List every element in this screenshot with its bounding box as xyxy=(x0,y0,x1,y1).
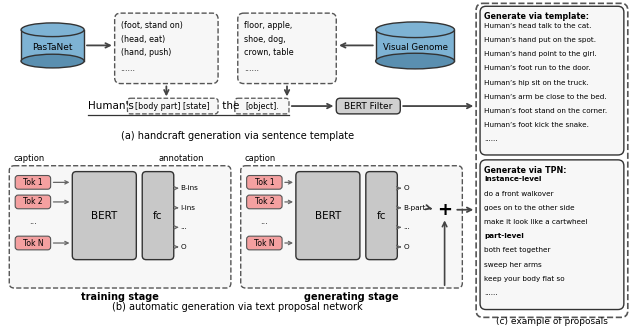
Text: (foot, stand on): (foot, stand on) xyxy=(120,21,182,30)
FancyBboxPatch shape xyxy=(235,98,289,114)
Text: O: O xyxy=(403,244,409,250)
FancyBboxPatch shape xyxy=(296,172,360,260)
Text: Human’s foot kick the snake.: Human’s foot kick the snake. xyxy=(484,122,589,128)
FancyBboxPatch shape xyxy=(127,98,218,114)
Text: ......: ...... xyxy=(484,137,497,142)
Bar xyxy=(376,30,454,61)
FancyBboxPatch shape xyxy=(238,13,336,84)
Text: annotation: annotation xyxy=(159,154,204,163)
Text: training stage: training stage xyxy=(81,292,159,302)
Bar xyxy=(21,30,84,61)
Text: B-part: B-part xyxy=(403,205,426,211)
Text: ......: ...... xyxy=(484,290,497,296)
Text: Visual Genome: Visual Genome xyxy=(383,43,447,52)
FancyBboxPatch shape xyxy=(246,236,282,250)
Text: Tok N: Tok N xyxy=(254,239,275,247)
Text: crown, table: crown, table xyxy=(244,48,293,57)
Text: Human’s hand point to the girl.: Human’s hand point to the girl. xyxy=(484,51,596,57)
Text: Human’s foot stand on the corner.: Human’s foot stand on the corner. xyxy=(484,108,607,114)
Text: O: O xyxy=(180,244,186,250)
Text: sweep her arms: sweep her arms xyxy=(484,262,541,267)
Text: keep your body flat so: keep your body flat so xyxy=(484,276,564,282)
FancyBboxPatch shape xyxy=(366,172,397,260)
Text: Tok N: Tok N xyxy=(22,239,44,247)
FancyBboxPatch shape xyxy=(480,6,624,155)
FancyBboxPatch shape xyxy=(142,172,173,260)
Text: PasTaNet: PasTaNet xyxy=(33,43,73,52)
Text: floor, apple,: floor, apple, xyxy=(244,21,292,30)
Text: I-ins: I-ins xyxy=(180,205,196,211)
Text: ...: ... xyxy=(403,224,410,230)
Text: Tok 1: Tok 1 xyxy=(23,178,43,187)
Text: ...: ... xyxy=(260,217,268,226)
FancyBboxPatch shape xyxy=(476,3,628,317)
Text: fc: fc xyxy=(377,211,387,221)
Text: part-level: part-level xyxy=(484,233,524,239)
Text: Human’s head talk to the cat.: Human’s head talk to the cat. xyxy=(484,23,591,29)
Text: do a front walkover: do a front walkover xyxy=(484,191,554,197)
Text: (b) automatic generation via text proposal network: (b) automatic generation via text propos… xyxy=(113,302,363,312)
Text: Human’s arm be close to the bed.: Human’s arm be close to the bed. xyxy=(484,94,607,100)
FancyBboxPatch shape xyxy=(115,13,218,84)
Text: fc: fc xyxy=(153,211,163,221)
Text: B-ins: B-ins xyxy=(180,185,198,191)
FancyBboxPatch shape xyxy=(246,175,282,189)
Text: Human’s hip sit on the truck.: Human’s hip sit on the truck. xyxy=(484,80,589,86)
Ellipse shape xyxy=(21,23,84,37)
Text: [body part] [state]: [body part] [state] xyxy=(136,102,210,111)
FancyBboxPatch shape xyxy=(246,195,282,209)
FancyBboxPatch shape xyxy=(15,175,51,189)
Text: caption: caption xyxy=(13,154,44,163)
Text: Tok 2: Tok 2 xyxy=(23,197,43,206)
FancyBboxPatch shape xyxy=(15,236,51,250)
Text: instance-level: instance-level xyxy=(484,176,541,183)
Text: the: the xyxy=(219,101,243,111)
Text: goes on to the other side: goes on to the other side xyxy=(484,205,575,211)
Text: ...: ... xyxy=(180,224,188,230)
Text: (c) example of proposals: (c) example of proposals xyxy=(496,317,608,326)
Text: make it look like a cartwheel: make it look like a cartwheel xyxy=(484,219,588,225)
FancyBboxPatch shape xyxy=(480,160,624,310)
Text: Human’s hand put on the spot.: Human’s hand put on the spot. xyxy=(484,37,596,43)
Text: (a) handcraft generation via sentence template: (a) handcraft generation via sentence te… xyxy=(121,131,355,140)
FancyBboxPatch shape xyxy=(241,166,462,288)
Ellipse shape xyxy=(376,53,454,69)
Text: generating stage: generating stage xyxy=(304,292,399,302)
Text: Generate via TPN:: Generate via TPN: xyxy=(484,166,566,175)
Text: Generate via template:: Generate via template: xyxy=(484,12,589,21)
Text: Human’s foot run to the door.: Human’s foot run to the door. xyxy=(484,65,591,71)
Text: Tok 2: Tok 2 xyxy=(255,197,274,206)
Text: ......: ...... xyxy=(244,64,259,73)
Text: both feet together: both feet together xyxy=(484,247,550,253)
Text: +: + xyxy=(437,201,452,219)
FancyBboxPatch shape xyxy=(336,98,400,114)
Text: [object].: [object]. xyxy=(245,102,279,111)
Ellipse shape xyxy=(21,54,84,68)
FancyBboxPatch shape xyxy=(72,172,136,260)
Text: BERT: BERT xyxy=(91,211,117,221)
Text: shoe, dog,: shoe, dog, xyxy=(244,35,285,44)
Text: ......: ...... xyxy=(120,64,136,73)
FancyBboxPatch shape xyxy=(15,195,51,209)
Text: Human's: Human's xyxy=(88,101,134,111)
Text: Tok 1: Tok 1 xyxy=(255,178,274,187)
Text: O: O xyxy=(403,185,409,191)
Text: (head, eat): (head, eat) xyxy=(120,35,165,44)
Text: (hand, push): (hand, push) xyxy=(120,48,171,57)
Text: BERT Filter: BERT Filter xyxy=(344,102,392,111)
Text: caption: caption xyxy=(244,154,276,163)
FancyBboxPatch shape xyxy=(9,166,231,288)
Text: BERT: BERT xyxy=(315,211,341,221)
Ellipse shape xyxy=(376,22,454,38)
Text: ...: ... xyxy=(29,217,37,226)
